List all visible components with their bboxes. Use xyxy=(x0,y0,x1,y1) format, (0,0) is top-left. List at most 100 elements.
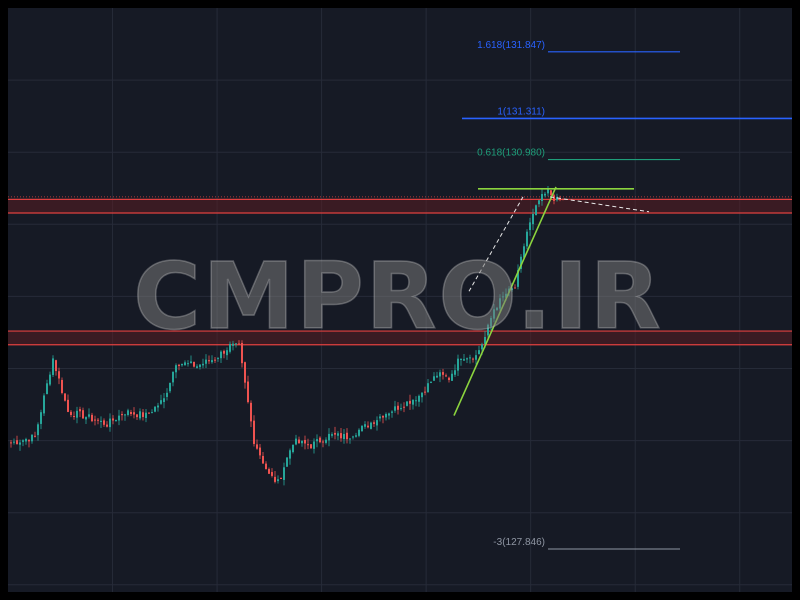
candle-body xyxy=(337,433,339,436)
candle-body xyxy=(334,432,336,435)
candle-body xyxy=(25,438,27,442)
candle-body xyxy=(277,479,279,482)
candle-body xyxy=(67,399,69,412)
candle-body xyxy=(448,377,450,381)
candle-body xyxy=(175,365,177,373)
candle-body xyxy=(22,440,24,442)
candle-body xyxy=(166,392,168,397)
candle-body xyxy=(499,298,501,309)
candle-body xyxy=(226,350,228,356)
candle-body xyxy=(265,463,267,470)
candle-body xyxy=(460,359,462,361)
candle-body xyxy=(97,419,99,421)
candle-body xyxy=(310,444,312,449)
candle-body xyxy=(112,418,114,421)
candle-body xyxy=(208,360,210,362)
candle-body xyxy=(319,437,321,443)
candle-body xyxy=(343,434,345,440)
candle-body xyxy=(472,358,474,360)
candle-body xyxy=(100,420,102,422)
candle-body xyxy=(442,372,444,375)
candle-body xyxy=(553,195,555,201)
candle-body xyxy=(193,361,195,367)
candle-body xyxy=(505,293,507,298)
candle-body xyxy=(430,381,432,383)
candle-body xyxy=(184,362,186,366)
candle-body xyxy=(217,357,219,359)
candle-body xyxy=(46,383,48,394)
candle-body xyxy=(523,246,525,258)
candle-body xyxy=(130,412,132,415)
candle-body xyxy=(160,400,162,404)
candle-body xyxy=(52,358,54,375)
candle-body xyxy=(439,372,441,377)
candle-body xyxy=(313,441,315,449)
candle-body xyxy=(487,324,489,336)
candle-body xyxy=(370,422,372,429)
candle-body xyxy=(151,412,153,414)
candle-body xyxy=(238,343,240,345)
candle-body xyxy=(427,383,429,393)
candle-body xyxy=(139,411,141,419)
candle-body xyxy=(199,364,201,367)
watermark-text: CMPRO.IR xyxy=(133,243,663,350)
candle-body xyxy=(280,477,282,479)
candle-body xyxy=(223,350,225,354)
candle-body xyxy=(190,361,192,364)
plot-background xyxy=(8,8,792,592)
candle-body xyxy=(205,359,207,364)
candle-body xyxy=(445,375,447,377)
candle-body xyxy=(118,415,120,421)
candle-body xyxy=(307,444,309,446)
candle-body xyxy=(115,420,117,422)
candle-body xyxy=(103,420,105,425)
candle-body xyxy=(64,393,66,401)
projection-dashed-decline xyxy=(549,196,650,213)
candle-body xyxy=(79,409,81,412)
candle-body xyxy=(298,439,300,444)
fibonacci-extension: 1.618(131.847) 1(131.311) 0.618(130.980) -3… xyxy=(462,40,792,550)
candle-body xyxy=(196,366,198,368)
candle-body xyxy=(382,415,384,418)
candle-body xyxy=(538,200,540,205)
candle-body xyxy=(367,425,369,428)
candle-body xyxy=(424,391,426,393)
candle-body xyxy=(469,357,471,359)
candle-body xyxy=(31,434,33,442)
candle-body xyxy=(475,355,477,360)
candle-body xyxy=(16,440,18,445)
trendline-rising-support xyxy=(453,186,557,416)
candle-body xyxy=(283,467,285,480)
candle-body xyxy=(58,371,60,379)
candle-body xyxy=(532,213,534,225)
candle-body xyxy=(241,342,243,364)
candle-body xyxy=(211,360,213,363)
candle-body xyxy=(376,420,378,426)
fib-level-label: -3(127.846) xyxy=(493,537,545,548)
fib-level-label: 1.618(131.847) xyxy=(477,40,545,51)
candle-body xyxy=(550,190,552,196)
candle-body xyxy=(517,270,519,287)
candle-body xyxy=(385,413,387,418)
candle-body xyxy=(358,429,360,436)
candle-body xyxy=(268,468,270,474)
candle-body xyxy=(13,441,15,443)
candle-body xyxy=(361,425,363,432)
candle-body xyxy=(19,442,21,445)
candle-body xyxy=(55,360,57,372)
candle-body xyxy=(220,351,222,359)
candle-body xyxy=(340,433,342,439)
candle-body xyxy=(541,194,543,202)
candle-body xyxy=(511,288,513,290)
candle-body xyxy=(406,401,408,406)
candle-body xyxy=(409,400,411,404)
candle-body xyxy=(355,435,357,437)
candle-body xyxy=(94,419,96,421)
candle-body xyxy=(457,358,459,371)
candle-body xyxy=(352,436,354,438)
candle-body xyxy=(493,309,495,319)
candle-body xyxy=(91,414,93,422)
candle-body xyxy=(547,189,549,194)
